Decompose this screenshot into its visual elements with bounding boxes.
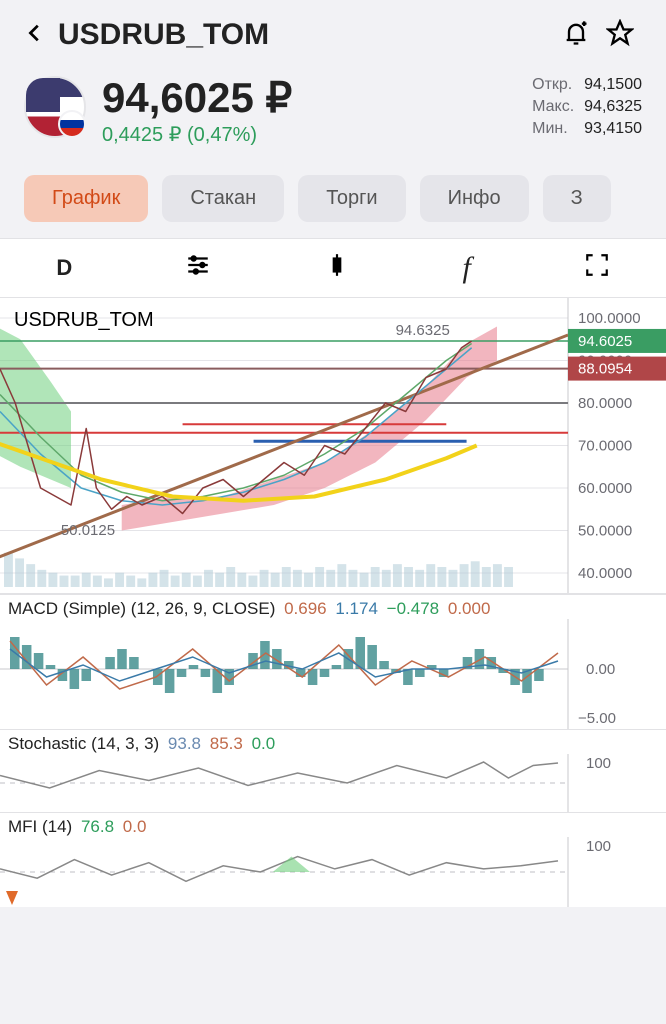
tab-3[interactable]: Инфо bbox=[420, 175, 529, 222]
tab-0[interactable]: График bbox=[24, 175, 148, 222]
open-label: Откр. bbox=[532, 76, 574, 94]
tab-1[interactable]: Стакан bbox=[162, 175, 284, 222]
alerts-icon[interactable] bbox=[554, 19, 598, 52]
svg-text:100: 100 bbox=[586, 755, 611, 772]
svg-text:0.00: 0.00 bbox=[586, 661, 615, 678]
open-value: 94,1500 bbox=[584, 76, 642, 94]
low-value: 93,4150 bbox=[584, 120, 642, 138]
svg-text:100: 100 bbox=[586, 838, 611, 855]
high-value: 94,6325 bbox=[584, 98, 642, 116]
svg-text:60.0000: 60.0000 bbox=[578, 480, 632, 497]
timeframe-button[interactable]: D bbox=[56, 255, 72, 281]
stochastic-panel[interactable]: Stochastic (14, 3, 3) 93.8 85.3 0.0 100 bbox=[0, 729, 666, 812]
tab-bar: График Стакан Торги Инфо З bbox=[0, 165, 666, 238]
fullscreen-icon[interactable] bbox=[584, 252, 610, 284]
price-chart[interactable]: 40.000050.000060.000070.000080.000090.00… bbox=[0, 298, 666, 594]
functions-icon[interactable]: f bbox=[463, 251, 471, 285]
page-title: USDRUB_TOM bbox=[58, 18, 554, 52]
currency-pair-icon bbox=[24, 76, 86, 138]
high-label: Макс. bbox=[532, 98, 574, 116]
svg-text:−5.00: −5.00 bbox=[578, 710, 616, 727]
indicators-icon[interactable] bbox=[185, 252, 211, 284]
svg-text:94.6325: 94.6325 bbox=[396, 322, 450, 339]
header: USDRUB_TOM bbox=[0, 0, 666, 66]
svg-text:50.0125: 50.0125 bbox=[61, 522, 115, 539]
price-change: 0,4425 ₽ (0,47%) bbox=[102, 122, 532, 147]
svg-text:94.6025: 94.6025 bbox=[578, 333, 632, 350]
back-button[interactable] bbox=[24, 22, 58, 49]
svg-text:70.0000: 70.0000 bbox=[578, 438, 632, 455]
macd-panel[interactable]: MACD (Simple) (12, 26, 9, CLOSE) 0.696 1… bbox=[0, 594, 666, 729]
svg-text:88.0954: 88.0954 bbox=[578, 361, 632, 378]
svg-text:USDRUB_TOM: USDRUB_TOM bbox=[14, 309, 154, 331]
svg-text:50.0000: 50.0000 bbox=[578, 523, 632, 540]
svg-text:80.0000: 80.0000 bbox=[578, 395, 632, 412]
svg-text:40.0000: 40.0000 bbox=[578, 565, 632, 582]
mfi-panel[interactable]: MFI (14) 76.8 0.0 100 bbox=[0, 812, 666, 907]
svg-text:100.0000: 100.0000 bbox=[578, 310, 641, 327]
tab-2[interactable]: Торги bbox=[298, 175, 405, 222]
chart-type-icon[interactable] bbox=[324, 252, 350, 284]
favorite-icon[interactable] bbox=[598, 19, 642, 52]
tab-4[interactable]: З bbox=[543, 175, 611, 222]
ohlc-block: Откр. 94,1500 Макс. 94,6325 Мин. 93,4150 bbox=[532, 76, 642, 138]
last-price: 94,6025 ₽ bbox=[102, 76, 532, 120]
chart-toolbar: D f bbox=[0, 238, 666, 298]
instrument-summary: 94,6025 ₽ 0,4425 ₽ (0,47%) Откр. 94,1500… bbox=[0, 66, 666, 165]
low-label: Мин. bbox=[532, 120, 574, 138]
